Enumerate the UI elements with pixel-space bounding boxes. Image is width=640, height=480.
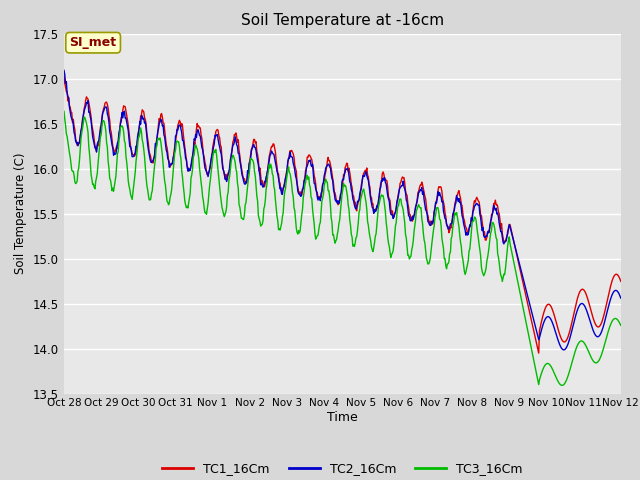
TC3_16Cm [127,194,135,200]
TC1_16Cm [127,147,135,153]
TC3_16Cm [410,228,418,234]
TC2_16Cm [410,213,418,219]
TC1_16Cm [184,165,192,171]
TC2_16Cm [184,168,192,174]
Legend: TC1_16Cm, TC2_16Cm, TC3_16Cm: TC1_16Cm, TC2_16Cm, TC3_16Cm [157,457,528,480]
TC2_16Cm [60,68,68,73]
TC1_16Cm [60,73,68,79]
Text: SI_met: SI_met [70,36,116,49]
TC2_16Cm [426,223,434,228]
TC3_16Cm [70,172,78,178]
TC3_16Cm [60,108,68,114]
TC2_16Cm [214,132,221,138]
X-axis label: Time: Time [327,411,358,424]
TC3_16Cm [558,383,566,388]
TC1_16Cm [426,218,434,224]
TC3_16Cm [214,160,221,166]
TC3_16Cm [426,255,434,261]
TC1_16Cm [410,212,418,218]
TC1_16Cm [535,350,543,356]
Title: Soil Temperature at -16cm: Soil Temperature at -16cm [241,13,444,28]
TC1_16Cm [617,278,625,284]
TC2_16Cm [559,347,567,353]
Line: TC3_16Cm: TC3_16Cm [64,111,621,385]
TC2_16Cm [127,148,135,154]
TC1_16Cm [70,123,78,129]
Line: TC2_16Cm: TC2_16Cm [64,71,621,350]
TC3_16Cm [184,205,192,211]
Line: TC1_16Cm: TC1_16Cm [64,76,621,353]
TC3_16Cm [617,323,625,328]
TC1_16Cm [214,127,221,132]
TC2_16Cm [70,130,78,135]
Y-axis label: Soil Temperature (C): Soil Temperature (C) [15,153,28,275]
TC2_16Cm [617,295,625,301]
